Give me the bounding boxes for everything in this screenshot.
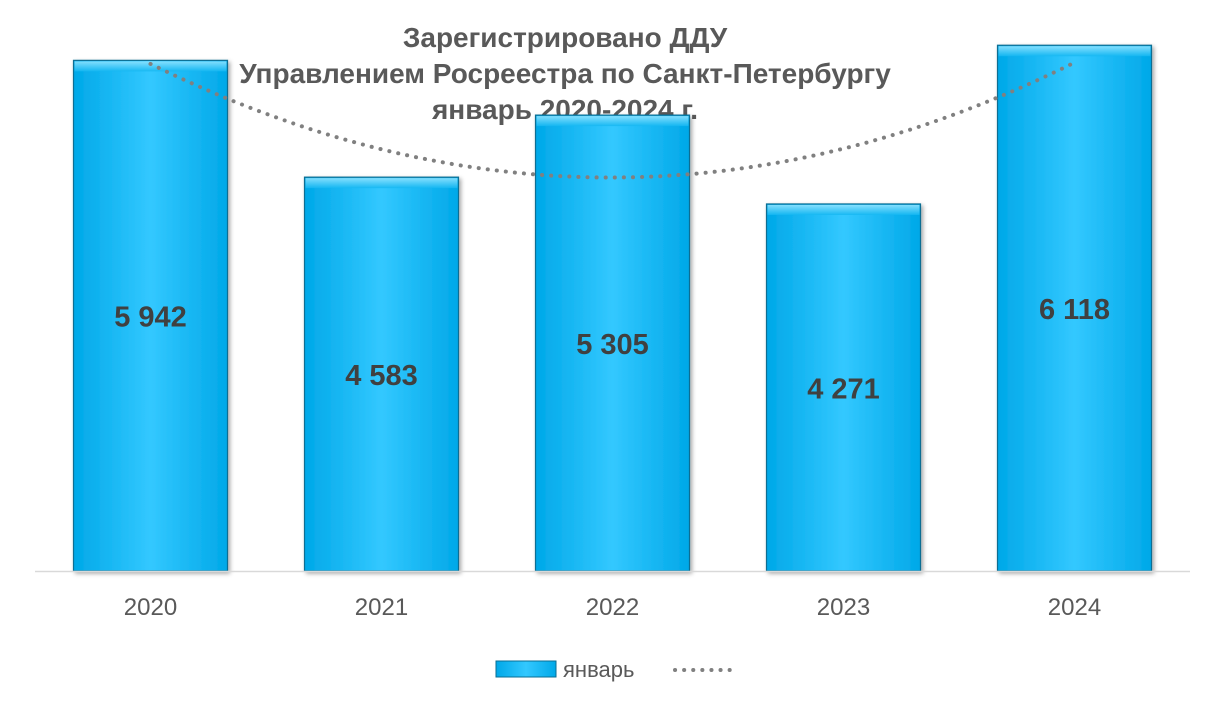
bar-2022 [534,114,691,572]
bar-rect [765,203,922,572]
chart-title-line-1: Зарегистрировано ДДУ [402,22,728,53]
trendline [148,60,1077,180]
x-tick-label-2024: 2024 [1048,594,1101,621]
bar-bevel [767,204,920,215]
x-tick-label-2023: 2023 [817,594,870,621]
bar-bevel [536,116,689,127]
x-tick-label-2020: 2020 [124,594,177,621]
x-tick-label-2021: 2021 [355,594,408,621]
data-label-2024: 6 118 [1039,294,1110,326]
bar-rect [534,114,691,572]
data-label-2023: 4 271 [807,373,880,405]
bar-rect [996,44,1153,572]
bar-bevel [305,178,458,189]
bar-2024 [996,44,1153,572]
bar-rect [72,59,229,572]
bar-2021 [303,176,460,572]
bar-bevel [998,46,1151,57]
legend: январь [495,657,737,682]
bars-layer [72,44,1153,572]
chart-title: Зарегистрировано ДДУ Управлением Росреес… [0,20,1130,128]
bar-rect [303,176,460,572]
bar-2023 [765,203,922,572]
legend-label-series: январь [563,657,634,682]
data-label-2020: 5 942 [114,302,187,334]
data-labels-layer: 5 942 4 583 5 305 4 271 6 118 [114,294,1110,405]
bar-bevel [74,61,227,72]
data-label-2021: 4 583 [345,360,418,392]
x-tick-label-2022: 2022 [586,594,639,621]
trendline-layer [148,60,1077,180]
data-label-2022: 5 305 [576,329,649,361]
chart-title-line-2: Управлением Росреестра по Санкт-Петербур… [239,58,891,89]
bar-2020 [72,59,229,572]
x-axis: 2020 2021 2022 2023 2024 [35,570,1190,621]
legend-swatch-январь [495,660,557,678]
